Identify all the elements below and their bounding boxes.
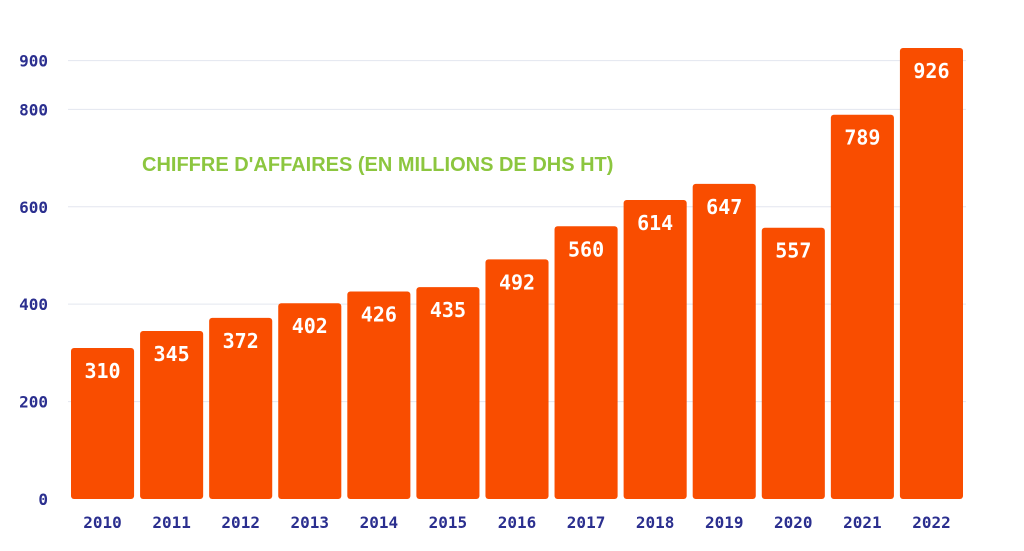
x-axis-ticks: 2010 2011 2012 2013 2014 2015 2016 2017 2018 2019… [83,513,950,532]
bars [71,48,963,500]
bar-2017 [554,226,618,499]
bar-value-label: 647 [706,195,742,219]
bar-value-label: 310 [84,359,120,383]
bar-2018 [623,199,687,500]
x-tick-label: 2021 [843,513,882,532]
x-tick-label: 2014 [360,513,399,532]
bar-value-label: 557 [775,239,811,263]
bar-data-labels: 310 345 372 402 426 435 492 560 614 647 557 789 926 [84,59,949,383]
bar-value-label: 614 [637,211,673,235]
bar-2016 [485,259,549,499]
x-tick-label: 2013 [291,513,330,532]
bar-2011 [140,330,204,499]
bar-2014 [347,291,411,499]
bar-value-label: 926 [913,59,949,83]
x-tick-label: 2020 [774,513,813,532]
y-tick-label: 900 [19,52,48,71]
bar-value-label: 345 [154,342,190,366]
bar-value-label: 435 [430,298,466,322]
bar-value-label: 402 [292,314,328,338]
bar-value-label: 426 [361,303,397,327]
bar-2015 [416,287,480,499]
bar-value-label: 372 [223,329,259,353]
bar-2019 [692,183,756,499]
bar-value-label: 492 [499,270,535,294]
bar-value-label: 560 [568,237,604,261]
bar-2012 [209,317,273,499]
x-tick-label: 2010 [83,513,122,532]
y-tick-label: 600 [19,198,48,217]
bar-2010 [71,348,135,499]
x-tick-label: 2011 [152,513,191,532]
x-tick-label: 2015 [429,513,468,532]
bar-2022 [899,48,963,499]
x-tick-label: 2017 [567,513,606,532]
bar-value-label: 789 [844,126,880,150]
bar-2013 [278,303,342,499]
x-tick-label: 2012 [221,513,260,532]
x-tick-label: 2018 [636,513,675,532]
y-tick-label: 0 [38,490,48,509]
x-tick-label: 2022 [912,513,951,532]
y-tick-label: 800 [19,100,48,119]
y-axis-ticks: 0 200 400 600 800 900 [19,52,48,509]
bar-2020 [761,227,825,499]
chart-title: CHIFFRE D'AFFAIRES (EN MILLIONS DE DHS H… [142,154,614,176]
y-tick-label: 200 [19,393,48,412]
bar-2021 [830,114,894,500]
x-tick-label: 2019 [705,513,744,532]
x-tick-label: 2016 [498,513,537,532]
y-tick-label: 400 [19,295,48,314]
